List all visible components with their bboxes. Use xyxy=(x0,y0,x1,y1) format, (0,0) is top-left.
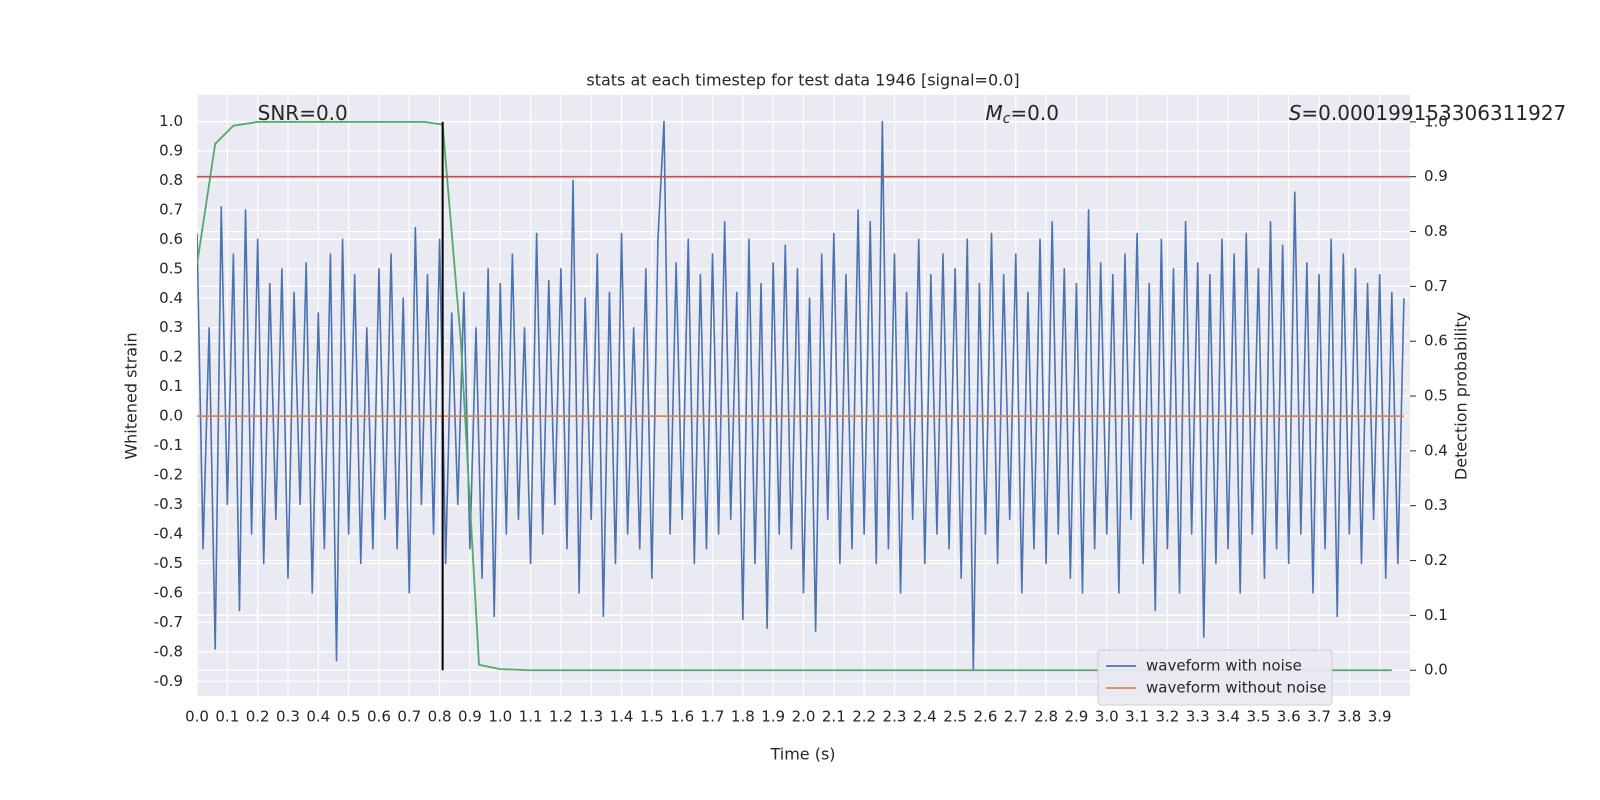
x-tick-label: 0.3 xyxy=(276,708,300,726)
annotation-symbol: S xyxy=(1289,101,1302,125)
y2-tick-label: 0.1 xyxy=(1424,606,1448,624)
x-tick-label: 3.0 xyxy=(1095,708,1119,726)
y-tick-label: -0.1 xyxy=(154,436,183,454)
x-tick-label: 2.1 xyxy=(822,708,846,726)
x-tick-label: 2.4 xyxy=(913,708,937,726)
x-tick-label: 0.9 xyxy=(458,708,482,726)
x-tick-label: 3.4 xyxy=(1216,708,1240,726)
y-tick-label: 0.9 xyxy=(159,141,183,159)
x-tick-label: 3.2 xyxy=(1155,708,1179,726)
y2-tick-label: 0.5 xyxy=(1424,387,1448,405)
y-tick-label: 0.1 xyxy=(159,377,183,395)
x-tick-label: 3.9 xyxy=(1368,708,1392,726)
x-tick-label: 1.3 xyxy=(579,708,603,726)
x-tick-label: 3.3 xyxy=(1186,708,1210,726)
y-tick-label: -0.3 xyxy=(154,495,183,513)
annotation: SNR=0.0 xyxy=(258,101,348,125)
annotation: S=0.000199153306311927 xyxy=(1289,101,1567,125)
legend-label: waveform without noise xyxy=(1146,679,1326,697)
x-tick-label: 2.2 xyxy=(852,708,876,726)
x-tick-label: 3.6 xyxy=(1277,708,1301,726)
x-tick-label: 2.7 xyxy=(1004,708,1028,726)
y2-tick-label: 0.2 xyxy=(1424,551,1448,569)
x-tick-label: 0.2 xyxy=(246,708,270,726)
y-tick-label: -0.2 xyxy=(154,466,183,484)
annotation-text: SNR=0.0 xyxy=(258,101,348,125)
x-tick-label: 1.5 xyxy=(640,708,664,726)
x-tick-label: 2.9 xyxy=(1064,708,1088,726)
y-tick-label: -0.7 xyxy=(154,613,183,631)
x-tick-label: 3.7 xyxy=(1307,708,1331,726)
y-tick-label: -0.5 xyxy=(154,554,183,572)
y-tick-label: 0.2 xyxy=(159,348,183,366)
plot-lines xyxy=(197,120,1410,672)
annotation-symbol: M xyxy=(985,101,1002,125)
x-tick-label: 1.9 xyxy=(761,708,785,726)
x-tick-label: 3.1 xyxy=(1125,708,1149,726)
annotation-text: =0.000199153306311927 xyxy=(1301,101,1566,125)
x-tick-label: 0.4 xyxy=(306,708,330,726)
y2-tick-label: 1.0 xyxy=(1424,112,1448,130)
y-tick-label: 0.0 xyxy=(159,407,183,425)
x-tick-label: 0.6 xyxy=(367,708,391,726)
y2-tick-label: 0.7 xyxy=(1424,277,1448,295)
x-tick-label: 0.5 xyxy=(337,708,361,726)
y-tick-label: 0.6 xyxy=(159,230,183,248)
x-tick-label: 2.5 xyxy=(943,708,967,726)
x-tick-label: 2.3 xyxy=(883,708,907,726)
x-tick-label: 3.5 xyxy=(1246,708,1270,726)
x-tick-label: 1.2 xyxy=(549,708,573,726)
x-tick-label: 1.7 xyxy=(701,708,725,726)
y-tick-label: 0.3 xyxy=(159,318,183,336)
chart-title: stats at each timestep for test data 194… xyxy=(586,71,1019,90)
legend-label: waveform with noise xyxy=(1146,657,1302,675)
y-axis-label: Whitened strain xyxy=(122,332,141,459)
annotation-subscript: c xyxy=(1003,111,1011,127)
y2-tick-label: 0.0 xyxy=(1424,661,1448,679)
series-line xyxy=(197,120,1405,671)
x-axis-label: Time (s) xyxy=(769,745,835,764)
x-tick-label: 2.8 xyxy=(1034,708,1058,726)
x-tick-label: 0.1 xyxy=(215,708,239,726)
y-tick-label: -0.8 xyxy=(154,642,183,660)
x-tick-label: 2.0 xyxy=(792,708,816,726)
y-tick-label: -0.9 xyxy=(154,672,183,690)
x-tick-label: 2.6 xyxy=(974,708,998,726)
annotation-text: =0.0 xyxy=(1010,101,1059,125)
x-tick-label: 0.0 xyxy=(185,708,209,726)
x-tick-label: 1.6 xyxy=(670,708,694,726)
annotation: Mc=0.0 xyxy=(985,101,1059,128)
x-tick-label: 1.1 xyxy=(519,708,543,726)
y-tick-label: -0.6 xyxy=(154,583,183,601)
y2-tick-label: 0.6 xyxy=(1424,332,1448,350)
y2-tick-label: 0.8 xyxy=(1424,222,1448,240)
x-tick-label: 1.8 xyxy=(731,708,755,726)
y2-tick-label: 0.4 xyxy=(1424,441,1448,459)
y-tick-label: -0.4 xyxy=(154,524,183,542)
y2-tick-label: 0.9 xyxy=(1424,167,1448,185)
x-tick-label: 1.4 xyxy=(610,708,634,726)
y2-axis-label: Detection probability xyxy=(1452,312,1471,480)
x-tick-label: 0.8 xyxy=(428,708,452,726)
y-tick-label: 1.0 xyxy=(159,112,183,130)
y-tick-label: 0.7 xyxy=(159,200,183,218)
x-tick-label: 3.8 xyxy=(1337,708,1361,726)
y-tick-label: 0.8 xyxy=(159,171,183,189)
y2-tick-label: 0.3 xyxy=(1424,496,1448,514)
y-tick-label: 0.5 xyxy=(159,259,183,277)
x-tick-label: 1.0 xyxy=(488,708,512,726)
legend-box xyxy=(1097,649,1333,706)
y-tick-label: 0.4 xyxy=(159,289,183,307)
x-tick-label: 0.7 xyxy=(397,708,421,726)
